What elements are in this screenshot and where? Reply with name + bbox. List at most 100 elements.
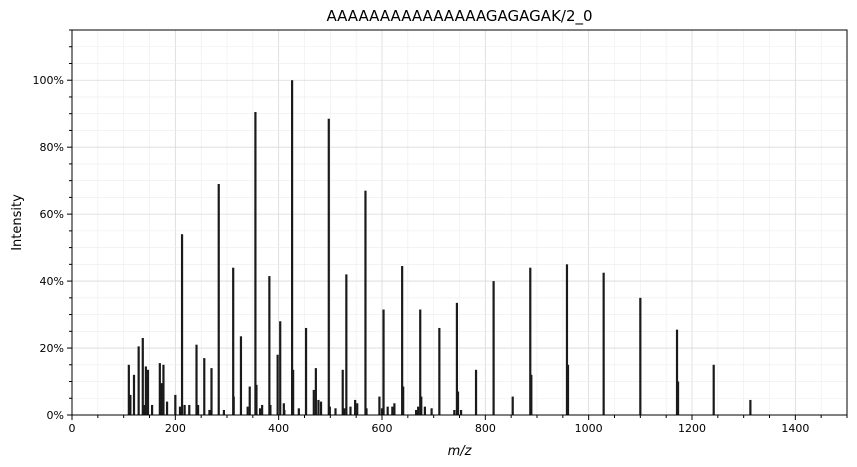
peak-bar [530,374,533,415]
peak-bar [417,406,420,415]
peaks [127,80,752,416]
peak-bar [297,408,300,415]
x-tick-label: 400 [268,422,289,435]
peak-bar [343,408,346,415]
peak-bar [178,406,182,415]
x-axis-label: m/z [448,444,473,459]
peak-bar [304,327,308,415]
peak-bar [378,396,381,415]
peak-bar [144,366,147,415]
peak-bar [341,369,344,415]
peak-bar [639,297,642,415]
peak-bar [269,404,272,415]
peak-bar [180,234,184,415]
peak-bar [319,401,323,415]
peak-bar [511,396,514,415]
peak-bar [345,274,348,415]
peak-bar [566,364,570,415]
peak-bar [380,408,384,415]
peak-bar [196,404,200,415]
peak-bar [391,406,394,415]
peak-bar [401,266,404,415]
y-tick-label: 20% [40,342,64,355]
peak-bar [349,406,352,415]
peak-bar [314,368,317,415]
x-tick-label: 800 [475,422,496,435]
peak-bar [456,391,460,415]
x-tick-label: 600 [372,422,393,435]
y-tick-label: 60% [40,208,64,221]
peak-bar [143,404,146,415]
peak-bar [232,267,235,415]
peak-bar [419,309,422,415]
peak-bar [208,409,211,415]
peak-bar [248,386,251,415]
peak-bar [279,321,282,415]
peak-bar [354,399,357,415]
peak-bar [258,408,262,415]
peak-bar [312,389,315,415]
peak-bar [364,190,367,415]
peak-bar [210,368,213,415]
peak-bar [420,396,423,415]
y-tick-label: 80% [40,141,64,154]
peak-bar [393,403,396,415]
peak-bar [453,409,456,415]
peak-bar [474,369,478,415]
peak-bar [158,363,161,415]
peak-bar [438,327,441,415]
peak-bar [283,409,286,415]
x-tick-label: 1000 [575,422,603,435]
peak-bar [356,403,359,415]
peak-bar [386,406,389,415]
peak-bar [749,399,752,415]
peak-bar [276,354,279,415]
peak-bar [188,404,191,415]
axis-ticks: 0 200 400 600 800 1000 1200 1400 0% 20% 40% 60% 80% 1… [33,29,848,435]
peak-bar [160,383,163,415]
peak-bar [292,369,295,415]
peak-bar [232,396,235,415]
peak-bar [132,374,136,415]
y-tick-label: 40% [40,275,64,288]
peak-bar [127,364,130,415]
peak-bar [382,309,385,415]
chart-title: AAAAAAAAAAAAAAAGAGAGAK/2_0 [326,7,592,26]
peak-bar [676,381,680,415]
peak-bar [203,358,206,415]
peak-bar [712,364,715,415]
peak-bar [195,344,198,415]
peak-bar [317,399,320,415]
peak-bar [239,336,243,415]
peak-bar [129,394,132,415]
peak-bar [141,338,144,415]
peak-bar [183,404,186,415]
peak-bar [415,409,418,415]
y-tick-label: 0% [47,409,64,422]
peak-bar [328,406,331,415]
peak-bar [268,276,271,415]
peak-bar [459,409,463,415]
peak-bar [165,401,169,415]
peak-bar [602,272,605,415]
peak-bar [217,184,220,415]
peak-bar [492,281,495,415]
peak-bar [222,409,225,415]
peak-bar [565,264,569,415]
peak-bar [455,302,459,415]
x-tick-label: 1400 [781,422,809,435]
y-tick-label: 100% [33,74,64,87]
peak-bar [430,408,433,415]
peak-bar [146,369,150,415]
peak-bar [261,404,264,415]
peak-bar [291,80,294,415]
peak-bar [282,403,285,415]
x-tick-label: 200 [165,422,186,435]
peak-bar [137,346,140,415]
peak-bar [365,408,368,415]
peak-bar [174,394,177,415]
x-tick-label: 1200 [678,422,706,435]
peak-bar [150,404,154,415]
peak-bar [162,364,165,415]
